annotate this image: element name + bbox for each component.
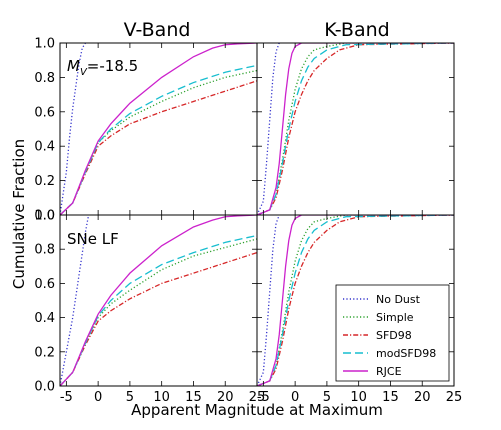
legend-label-sfd98: SFD98 [376,329,412,342]
legend-label-simple: Simple [376,311,414,324]
x-tick-label: 10 [350,390,367,405]
panel-frame [256,214,455,387]
x-tick-label: -5 [257,390,270,405]
y-tick-label: 0.4 [34,140,55,155]
x-tick-label: 20 [414,390,431,405]
legend-label-no-dust: No Dust [376,293,421,306]
magnitude-annotation: MV=-18.5 [67,57,138,78]
y-tick-label: 0.8 [34,243,55,258]
legend: No Dust Simple SFD98 modSFD98 RJCE [335,284,450,382]
y-tick-label: 0.0 [34,380,55,395]
y-tick-label: 1.0 [34,37,55,52]
series-line-modsfd98 [60,234,257,386]
magnitude-annotation-symbol: M [67,57,80,75]
x-tick-label: 25 [446,390,463,405]
magnitude-annotation-subscript: V [80,67,88,78]
panel-frame [256,42,455,216]
x-tick-label: 20 [217,390,234,405]
series-line-sfd98 [60,80,257,215]
y-tick-label: 0.6 [34,105,55,120]
series-line-modsfd98 [60,64,257,215]
x-tick-label: 15 [382,390,399,405]
panel-K-bottom: -5 0 5 10 15 20 25 [256,214,463,405]
series-line-sfd98 [60,252,257,386]
series-line-rjce [60,43,257,215]
x-tick-label: 0 [291,390,299,405]
series-line-rjce [257,43,454,215]
panel-V-top: 0.0 0.2 0.4 0.6 0.8 1.0 [34,37,258,224]
series-line-no-dust [257,215,280,386]
x-tick-label: 5 [126,390,134,405]
x-tick-label: 10 [153,390,170,405]
legend-frame [335,284,450,382]
series-line-simple [60,238,257,386]
series-line-simple [257,43,454,215]
series-line-modsfd98 [257,215,454,386]
series-line-rjce [257,215,454,386]
panel-K-top [256,42,455,216]
y-axis-label: Cumulative Fraction [10,139,28,289]
y-tick-label: 0.6 [34,277,55,292]
x-tick-label: 15 [185,390,202,405]
sne-lf-annotation: SNe LF [67,230,119,248]
y-tick-label: 0.2 [34,174,55,189]
x-tick-label: 0 [94,390,102,405]
x-tick-label: 25 [249,390,266,405]
x-tick-label: -5 [60,390,73,405]
x-axis-label: Apparent Magnitude at Maximum [131,401,383,419]
panels-layer: 0.00.20.40.60.81.0-5 0 5 10 15 20 250.00.20.40… [34,37,462,406]
series-line-rjce [60,215,257,386]
panel-V-bottom: -5 0 5 10 15 20 25 0.0 0.2 0.4 0.6 0.8 1.0 [34,209,265,406]
y-tick-label: 0.8 [34,71,55,86]
y-tick-label: 0.0 [34,209,55,224]
column-title-vband: V-Band [124,19,191,41]
x-tick-label: 5 [323,390,331,405]
legend-label-rjce: RJCE [376,365,402,378]
y-tick-label: 0.2 [34,345,55,360]
series-line-sfd98 [257,43,454,215]
magnitude-annotation-value: =-18.5 [87,57,138,75]
series-line-no-dust [257,43,280,215]
series-line-simple [60,69,257,215]
series-line-modsfd98 [257,43,454,215]
legend-label-modsfd98: modSFD98 [376,347,436,360]
column-title-kband: K-Band [324,19,389,41]
y-tick-label: 1.0 [34,209,55,224]
series-line-sfd98 [257,215,454,386]
y-tick-label: 0.4 [34,311,55,326]
